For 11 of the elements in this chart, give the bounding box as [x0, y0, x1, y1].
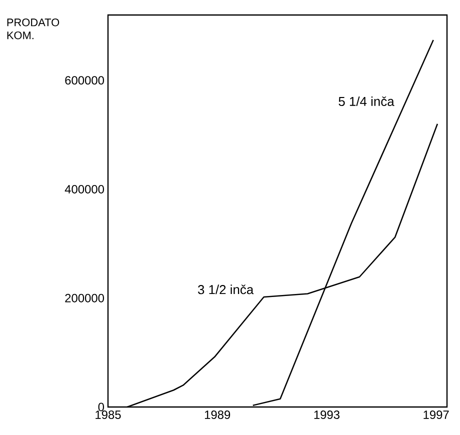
x-tick-label: 1997 — [424, 410, 449, 419]
y-tick-label: 600000 — [65, 76, 104, 85]
y-tick-label: 400000 — [64, 184, 104, 194]
x-tick-label: 1989 — [204, 410, 230, 419]
y-tick-label: 200000 — [65, 294, 104, 302]
y-tick-label: 0 — [98, 402, 104, 412]
x-tick-label: 1993 — [314, 410, 340, 419]
y-axis-title: PRODATO KOM. — [7, 18, 60, 40]
series-label: 5 1/4 inča — [338, 96, 394, 106]
x-tick-label: 1985 — [96, 410, 121, 419]
series-label: 3 1/2 inča — [198, 284, 254, 294]
